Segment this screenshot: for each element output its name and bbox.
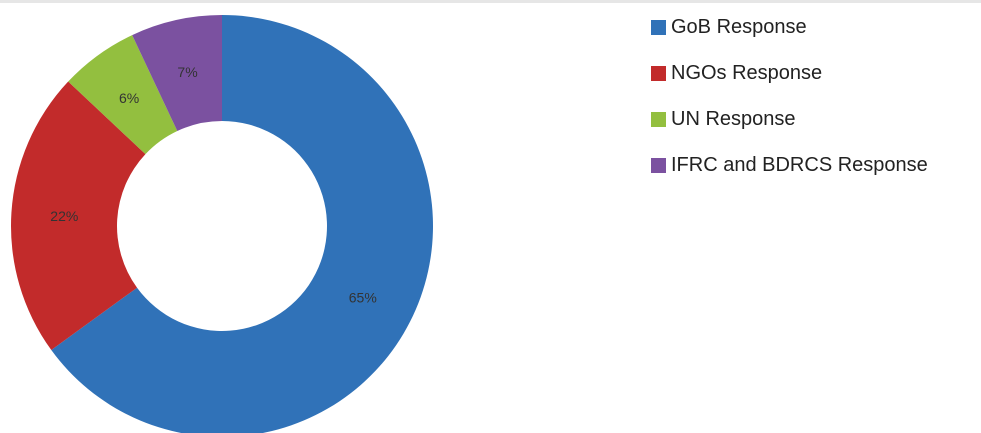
donut-chart: 65% 22% 6% 7%	[10, 15, 433, 433]
data-label-ifrc-and-bdrcs-response: 7%	[177, 64, 197, 80]
legend-label: NGOs Response	[671, 62, 823, 84]
top-divider	[0, 0, 981, 3]
legend-label: GoB Response	[671, 16, 807, 38]
legend-item: NGOs Response	[651, 60, 928, 86]
donut-slice-ifrc-and-bdrcs-response	[132, 15, 222, 131]
donut-slices	[10, 15, 433, 433]
data-label-un-response: 6%	[119, 90, 139, 106]
donut-slice-ngos-response	[10, 81, 146, 351]
donut-slice-un-response	[68, 35, 178, 155]
donut-data-labels: 65% 22% 6% 7%	[50, 64, 376, 306]
data-label-ngos-response: 22%	[50, 208, 78, 224]
legend-swatch	[651, 19, 666, 35]
legend-swatch	[651, 65, 666, 81]
legend-swatch	[651, 157, 666, 173]
legend-label: UN Response	[671, 108, 796, 130]
chart-legend: GoB Response NGOs Response UN Response IFRC…	[651, 14, 928, 198]
legend-item: GoB Response	[651, 14, 928, 40]
donut-slice-gob-response	[51, 15, 433, 433]
data-label-gob-response: 65%	[349, 290, 377, 306]
legend-label: IFRC and BDRCS Response	[671, 154, 928, 176]
legend-item: UN Response	[651, 106, 928, 132]
legend-item: IFRC and BDRCS Response	[651, 152, 928, 178]
legend-swatch	[651, 111, 666, 127]
